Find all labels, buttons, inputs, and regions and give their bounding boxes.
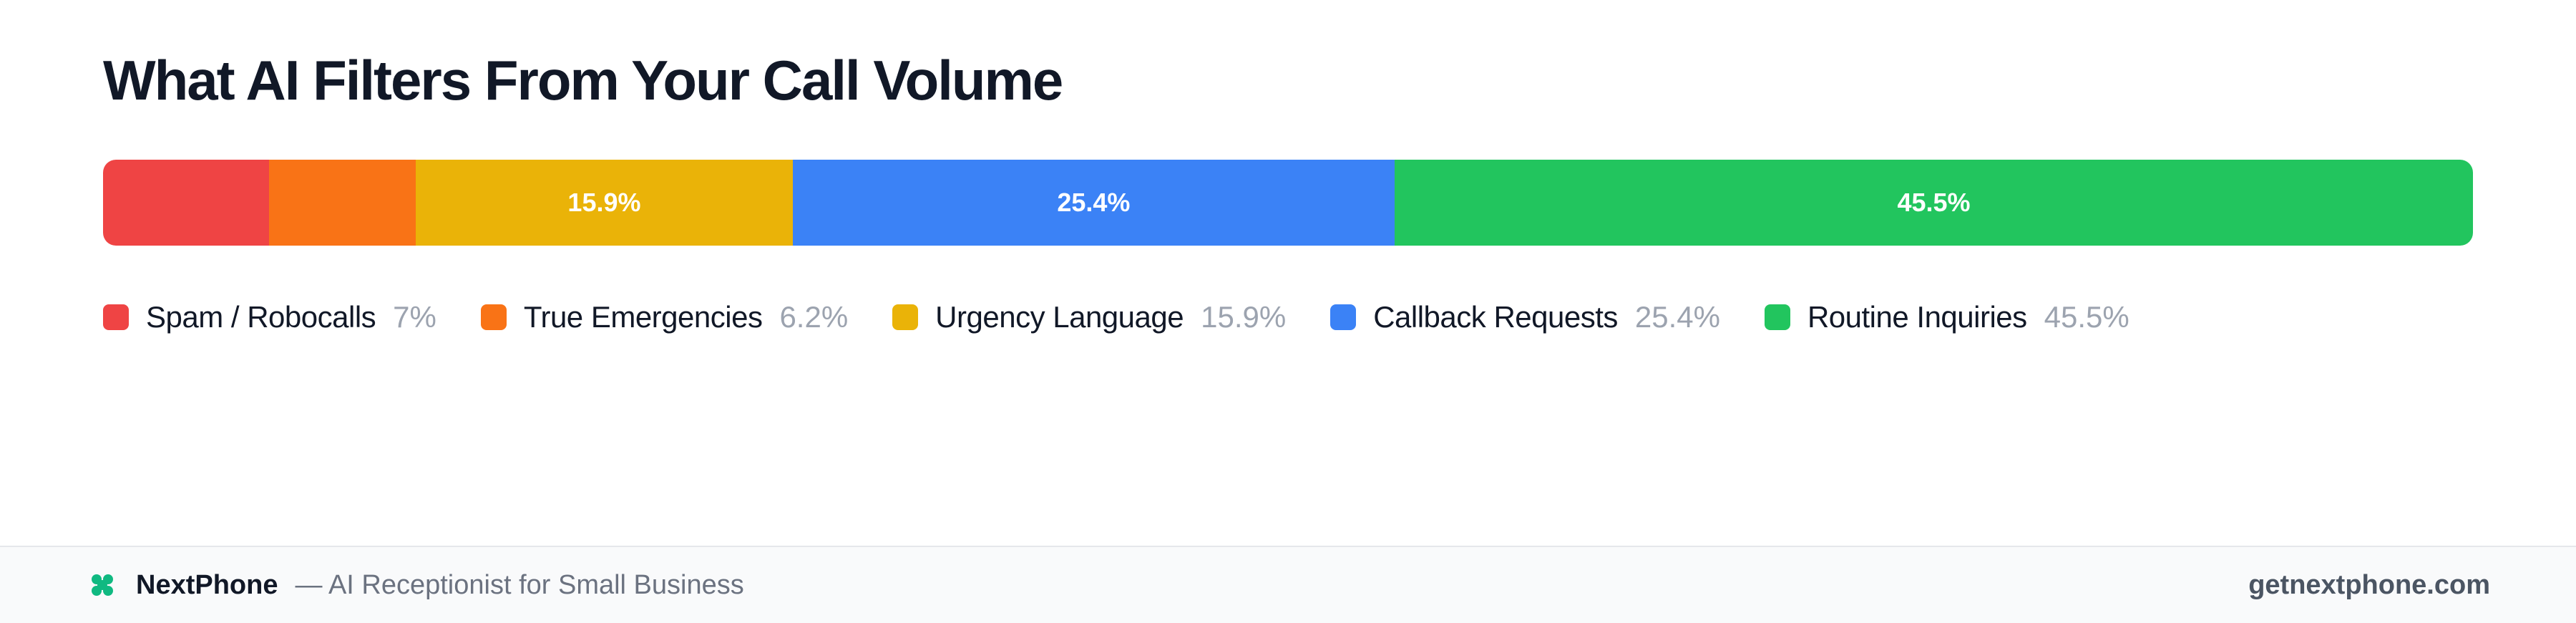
- legend-item: Spam / Robocalls 7%: [103, 300, 436, 334]
- legend-item: True Emergencies 6.2%: [480, 300, 849, 334]
- website-link[interactable]: getnextphone.com: [2248, 569, 2490, 600]
- legend-value: 7%: [393, 300, 436, 334]
- bar-segment-4: 25.4%: [792, 160, 1395, 246]
- legend-value: 25.4%: [1634, 300, 1720, 334]
- stacked-bar: 15.9% 25.4% 45.5%: [103, 160, 2473, 246]
- bar-segment-2: [268, 160, 416, 246]
- footer: NextPhone — AI Receptionist for Small Bu…: [0, 546, 2576, 623]
- bar-segment-3: 15.9%: [416, 160, 793, 246]
- legend-swatch: [892, 304, 919, 330]
- legend-swatch: [1764, 304, 1790, 330]
- clover-icon: [92, 574, 113, 596]
- legend-item: Routine Inquiries 45.5%: [1764, 300, 2129, 334]
- legend-item: Callback Requests 25.4%: [1330, 300, 1720, 334]
- legend-swatch: [103, 304, 129, 330]
- bar-segment-label: 25.4%: [1057, 188, 1131, 217]
- brand: NextPhone — AI Receptionist for Small Bu…: [90, 547, 744, 623]
- bar-segment-label: 45.5%: [1897, 188, 1971, 217]
- legend-label: Callback Requests: [1373, 300, 1618, 334]
- legend: Spam / Robocalls 7% True Emergencies 6.2% Ur…: [103, 292, 2174, 342]
- brand-tagline: — AI Receptionist for Small Business: [295, 569, 744, 600]
- legend-value: 15.9%: [1201, 300, 1287, 334]
- legend-label: Routine Inquiries: [1807, 300, 2027, 334]
- bar-segment-label: 15.9%: [567, 188, 641, 217]
- legend-label: Spam / Robocalls: [146, 300, 376, 334]
- bar-segment-1: [103, 160, 269, 246]
- legend-value: 6.2%: [779, 300, 849, 334]
- legend-swatch: [1330, 304, 1357, 330]
- legend-label: True Emergencies: [523, 300, 763, 334]
- legend-item: Urgency Language 15.9%: [892, 300, 1286, 334]
- bar-segment-5: 45.5%: [1395, 160, 2473, 246]
- legend-swatch: [480, 304, 507, 330]
- legend-label: Urgency Language: [935, 300, 1184, 334]
- chart-title: What AI Filters From Your Call Volume: [103, 49, 1063, 112]
- legend-value: 45.5%: [2044, 300, 2129, 334]
- brand-name: NextPhone: [136, 569, 278, 600]
